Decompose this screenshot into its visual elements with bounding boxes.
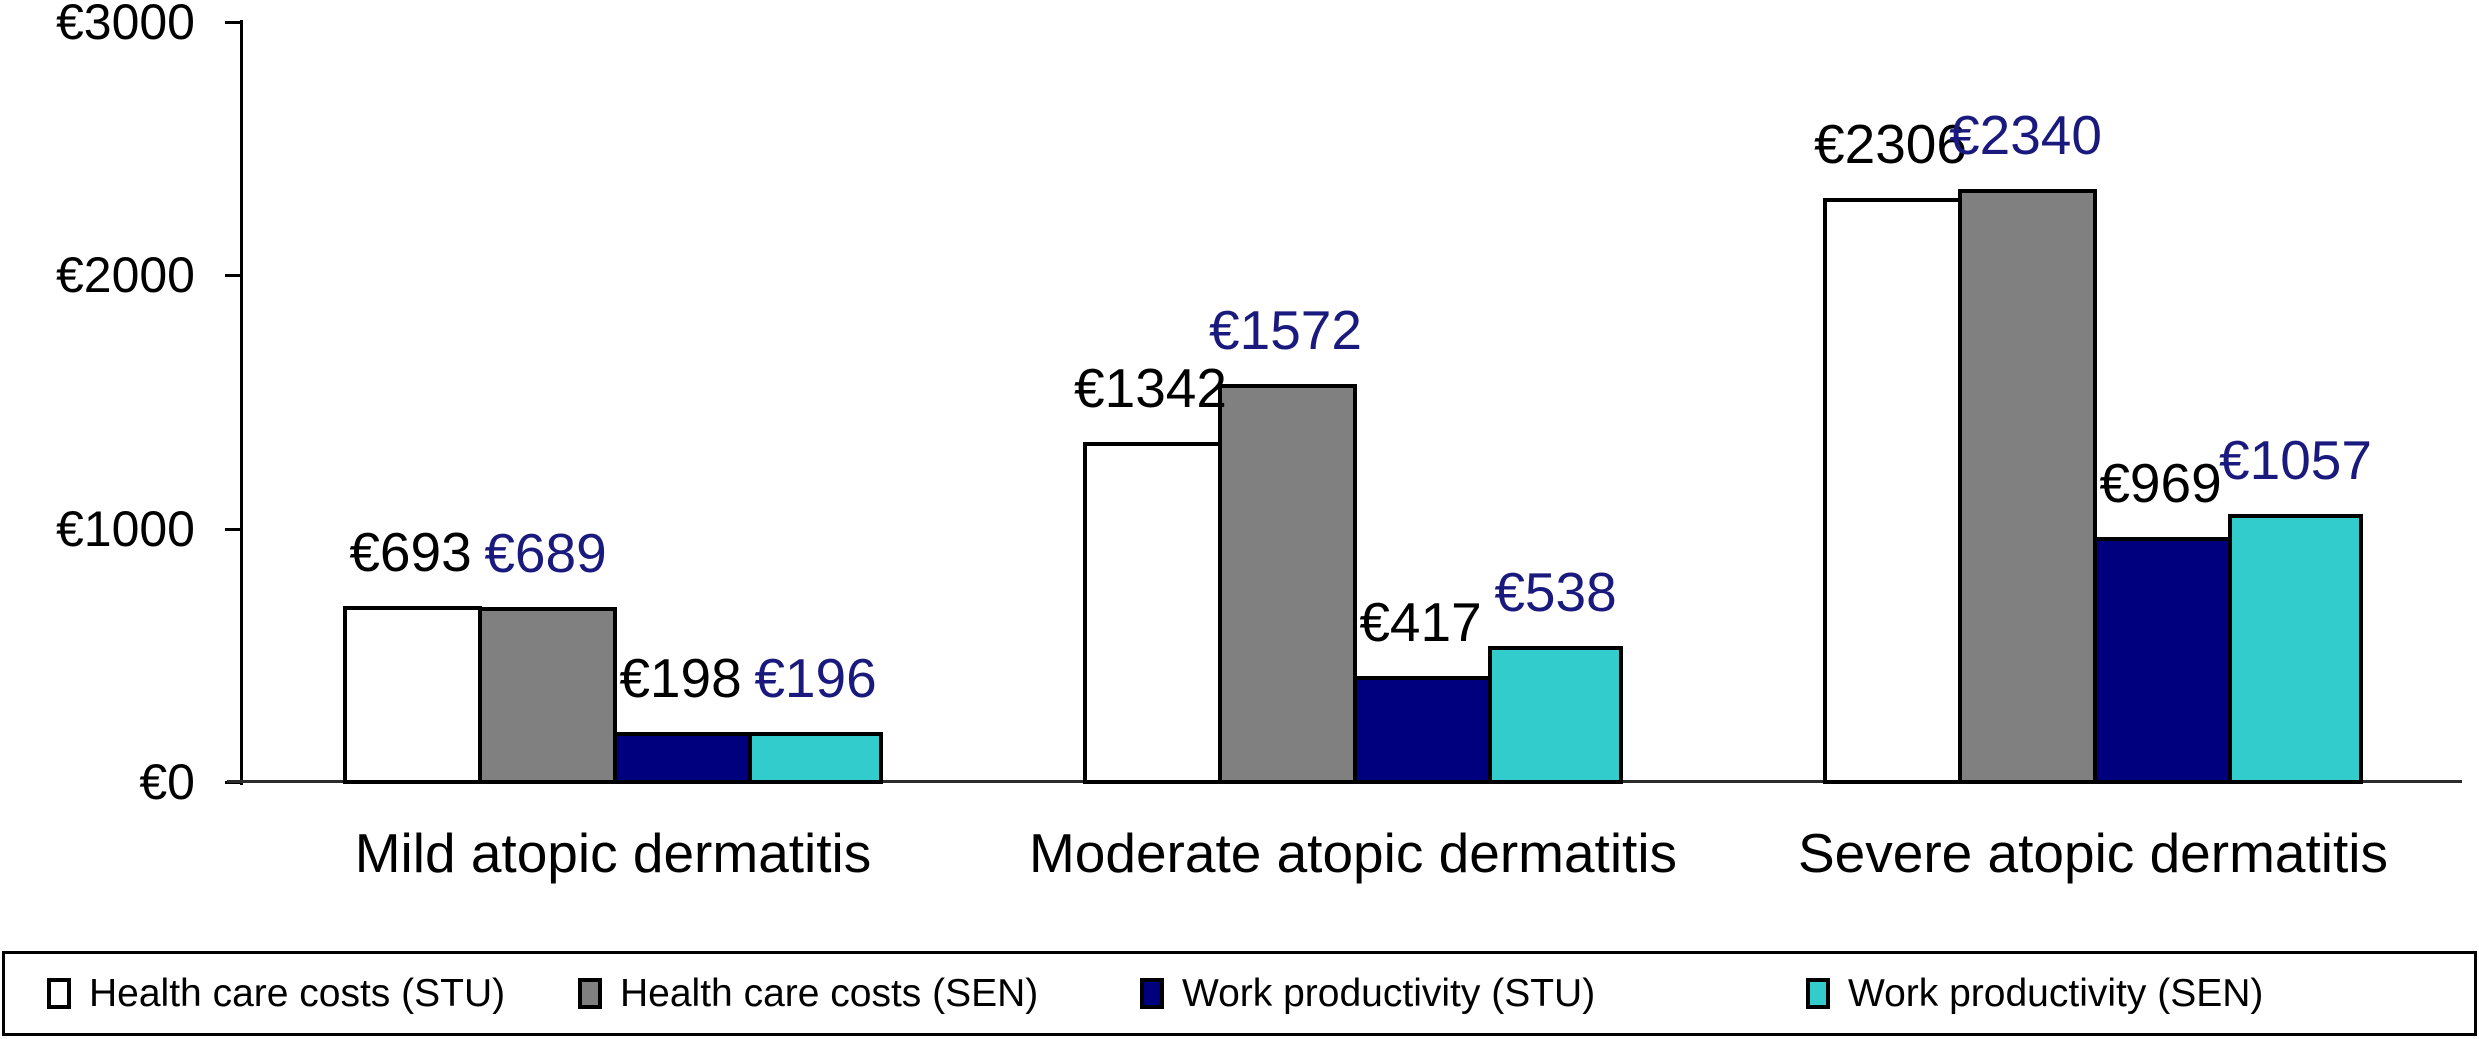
bar-value-label: €198 [619, 647, 742, 709]
bar-value-label: €417 [1359, 591, 1482, 653]
bar-value-label: €2340 [1949, 104, 2102, 166]
bar [748, 732, 883, 784]
bar-value-label: €1057 [2219, 429, 2372, 491]
bar-value-label: €538 [1494, 561, 1617, 623]
bar-value-label: €2306 [1814, 113, 1967, 175]
legend-label: Health care costs (SEN) [620, 972, 1039, 1015]
bar [1218, 384, 1357, 784]
bar-value-label: €196 [754, 647, 877, 709]
bar [1958, 189, 2097, 784]
legend-label: Work productivity (STU) [1182, 972, 1596, 1015]
bar [1083, 442, 1222, 784]
legend: Health care costs (STU) Health care costs… [2, 951, 2477, 1036]
legend-item: Work productivity (STU) [1140, 954, 1595, 1033]
bar [1823, 198, 1962, 784]
legend-swatch [578, 978, 602, 1009]
legend-label: Work productivity (SEN) [1848, 972, 2264, 1015]
bar [1353, 676, 1492, 784]
category-label: Severe atopic dermatitis [1798, 822, 2388, 884]
category-label: Moderate atopic dermatitis [1028, 822, 1678, 884]
bar [1488, 646, 1623, 784]
bar [613, 732, 752, 784]
y-tick-mark [225, 528, 243, 531]
y-tick-label: €1000 [55, 501, 195, 557]
legend-swatch [1806, 978, 1830, 1009]
legend-item: Health care costs (SEN) [578, 954, 1038, 1033]
bar [478, 607, 617, 784]
bar-value-label: €1342 [1074, 357, 1227, 419]
legend-swatch [1140, 978, 1164, 1009]
y-tick-label: €2000 [55, 247, 195, 303]
y-tick-label: €3000 [55, 0, 195, 50]
category-label: Mild atopic dermatitis [354, 822, 872, 884]
legend-swatch [47, 978, 71, 1009]
legend-label: Health care costs (STU) [89, 972, 506, 1015]
bar [343, 606, 482, 784]
bar [2093, 537, 2232, 784]
bar-value-label: €689 [484, 522, 607, 584]
y-tick-mark [225, 21, 243, 24]
bar-value-label: €969 [2099, 452, 2222, 514]
bar-value-label: €693 [349, 521, 472, 583]
bar [2228, 514, 2363, 784]
bar-value-label: €1572 [1209, 299, 1362, 361]
y-axis-line [240, 20, 243, 785]
legend-item: Work productivity (SEN) [1806, 954, 2263, 1033]
legend-item: Health care costs (STU) [47, 954, 505, 1033]
y-tick-label: €0 [139, 754, 195, 810]
y-tick-mark [225, 274, 243, 277]
